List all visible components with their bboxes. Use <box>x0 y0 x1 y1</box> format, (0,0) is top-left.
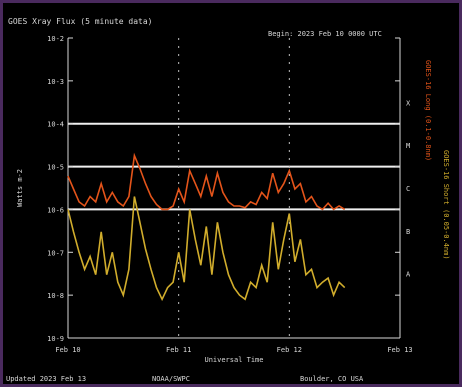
begin-date-label: Begin: 2023 Feb 10 0000 UTC <box>268 30 382 38</box>
y-tick-label-6: 10-8 <box>47 292 64 300</box>
y-tick-label-4: 10-6 <box>47 206 64 214</box>
y-tick-label-0: 10-2 <box>47 35 64 43</box>
y-axis-label: Watts m-2 <box>16 169 24 207</box>
legend-short: GOES-16 Short (0.05-0.4nm) <box>442 150 450 260</box>
chart-frame <box>3 3 459 384</box>
plot-area <box>67 38 401 339</box>
x-axis-ticks: Feb 10 Feb 11 Feb 12 Feb 13 <box>55 38 413 354</box>
series-group <box>67 152 346 302</box>
x-axis-label: Universal Time <box>204 356 263 364</box>
y-tick-label-2: 10-4 <box>47 121 64 129</box>
series-line-1 <box>67 196 346 302</box>
y-tick-label-3: 10-5 <box>47 164 64 172</box>
flare-class-b: B <box>406 228 410 236</box>
y-tick-label-5: 10-7 <box>47 249 64 257</box>
flare-class-labels: X M C B A <box>406 99 411 278</box>
chart-title: GOES Xray Flux (5 minute data) <box>8 17 153 26</box>
flare-class-a: A <box>406 271 411 279</box>
x-tick-label-1: Feb 11 <box>166 346 191 354</box>
footer-right: Boulder, CO USA <box>300 375 364 383</box>
series-line-0 <box>67 152 346 211</box>
x-tick-label-0: Feb 10 <box>55 346 80 354</box>
y-tick-label-1: 10-3 <box>47 78 64 86</box>
x-tick-label-2: Feb 12 <box>277 346 302 354</box>
footer-updated: Updated 2023 Feb 13 <box>6 375 86 383</box>
flare-threshold-lines <box>68 122 400 211</box>
flare-class-x: X <box>406 99 411 107</box>
x-tick-label-3: Feb 13 <box>387 346 412 354</box>
footer-center: NOAA/SWPC <box>152 375 190 383</box>
y-tick-label-7: 10-9 <box>47 335 64 343</box>
y-axis-ticks: 10-2 10-3 10-4 10-5 10-6 10-7 10-8 10-9 <box>47 35 400 343</box>
flare-class-c: C <box>406 185 410 193</box>
flare-class-m: M <box>406 142 410 150</box>
legend-long: GOES-16 Long (0.1-0.8nm) <box>424 60 432 161</box>
